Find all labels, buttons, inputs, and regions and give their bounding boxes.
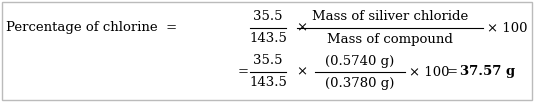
Text: 35.5: 35.5 bbox=[253, 54, 282, 68]
Text: ×: × bbox=[296, 65, 307, 79]
Text: 37.57 g: 37.57 g bbox=[460, 65, 515, 79]
Text: (0.5740 g): (0.5740 g) bbox=[325, 54, 395, 68]
Text: Mass of compound: Mass of compound bbox=[327, 33, 453, 45]
Text: × 100: × 100 bbox=[487, 22, 528, 34]
Text: 143.5: 143.5 bbox=[249, 76, 287, 89]
Text: × 100: × 100 bbox=[409, 65, 450, 79]
Text: 35.5: 35.5 bbox=[253, 11, 282, 23]
Text: 143.5: 143.5 bbox=[249, 33, 287, 45]
Text: Percentage of chlorine  =: Percentage of chlorine = bbox=[6, 22, 177, 34]
FancyBboxPatch shape bbox=[2, 2, 532, 100]
Text: =: = bbox=[238, 65, 249, 79]
Text: ×: × bbox=[296, 22, 307, 34]
Text: =: = bbox=[447, 65, 458, 79]
Text: Mass of siliver chloride: Mass of siliver chloride bbox=[312, 11, 468, 23]
Text: (0.3780 g): (0.3780 g) bbox=[325, 76, 395, 89]
